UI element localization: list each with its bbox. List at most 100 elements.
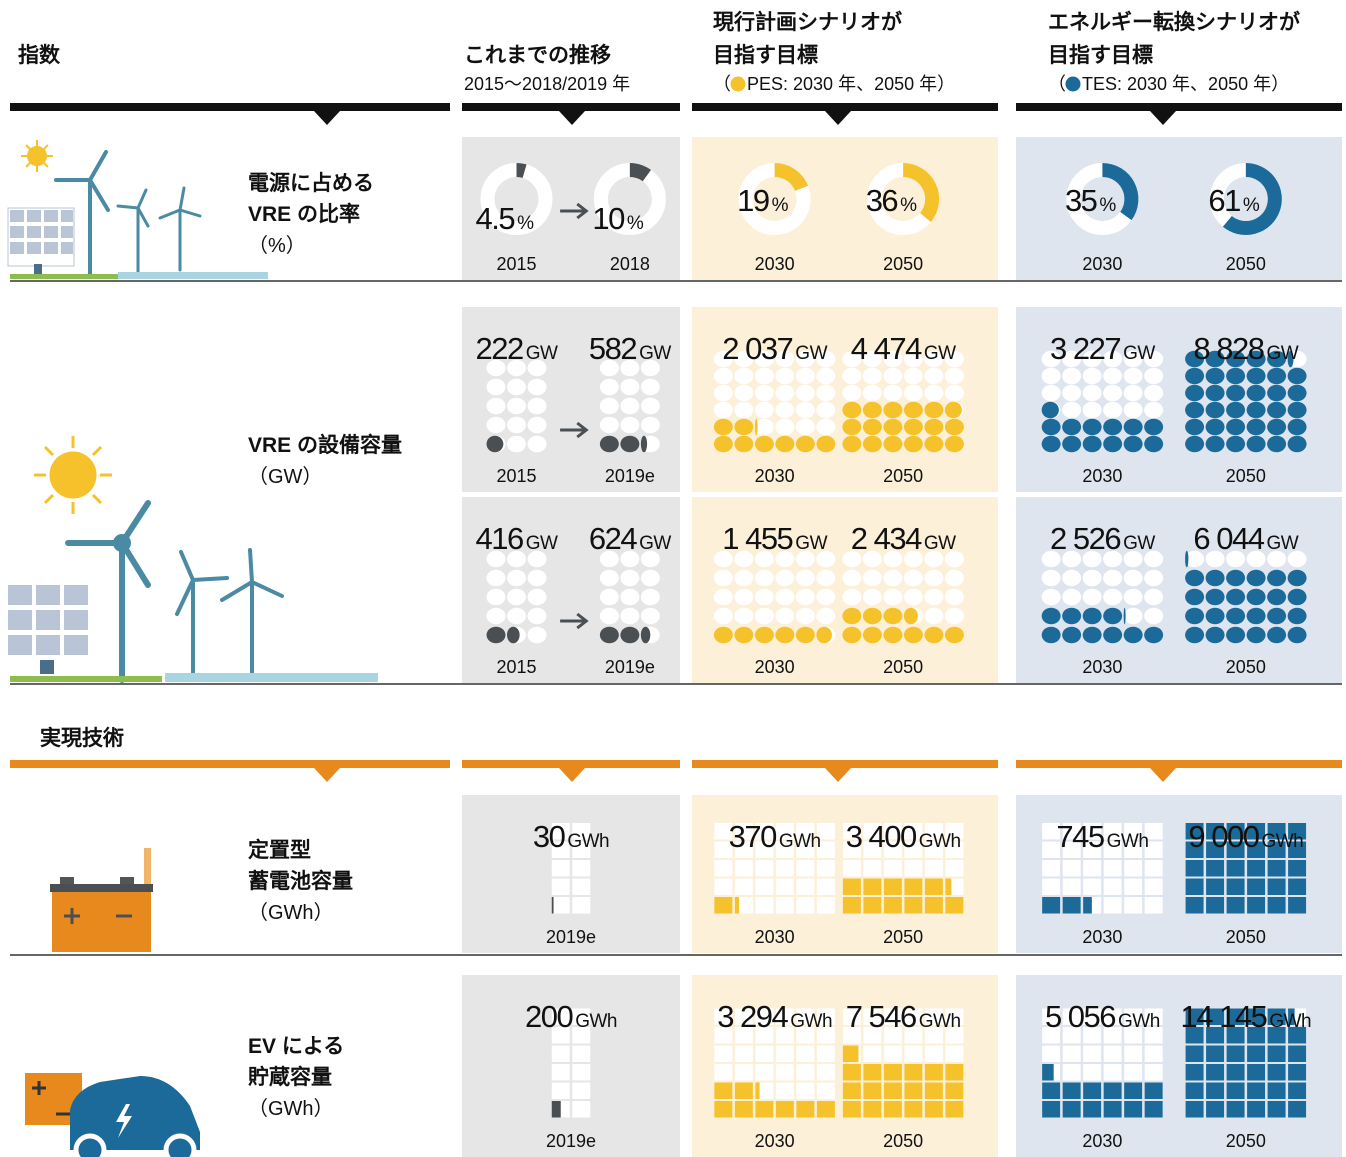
dot-filled xyxy=(1287,607,1307,625)
cell xyxy=(945,841,964,858)
cell xyxy=(1042,1008,1061,1025)
dot-filled xyxy=(713,626,733,644)
dot xyxy=(862,569,882,587)
dot xyxy=(883,588,903,606)
dot xyxy=(713,350,733,368)
square-grid xyxy=(1185,1008,1307,1118)
cell xyxy=(945,1045,964,1062)
value-number: 3 400 xyxy=(846,819,917,854)
cell-filled xyxy=(1185,841,1204,858)
cell xyxy=(755,1064,774,1081)
cell-filled xyxy=(883,1082,902,1099)
dot-filled xyxy=(1287,418,1307,436)
cell-filled xyxy=(1185,1008,1204,1025)
dot-filled xyxy=(1123,418,1143,436)
dot-grid xyxy=(842,350,964,453)
cell xyxy=(572,1064,591,1081)
dot xyxy=(486,607,506,625)
dot-filled xyxy=(1267,607,1287,625)
cell xyxy=(1103,860,1122,877)
cell-filled xyxy=(1083,1101,1102,1118)
dot xyxy=(620,359,640,377)
column-subtitle: PES: 2030 年、2050 年） xyxy=(747,74,955,94)
cell xyxy=(734,1008,753,1025)
cell xyxy=(883,823,902,840)
dot xyxy=(599,550,619,568)
cell xyxy=(863,1008,882,1025)
cell-filled xyxy=(1226,860,1245,877)
cell xyxy=(714,878,733,895)
cell xyxy=(816,897,835,914)
cell xyxy=(755,897,774,914)
arrow xyxy=(560,612,589,630)
cell xyxy=(883,1045,902,1062)
dot-filled xyxy=(1123,435,1143,453)
dot xyxy=(1103,350,1123,368)
dot xyxy=(713,588,733,606)
cell xyxy=(924,841,943,858)
value-label: 370 GWh xyxy=(729,819,821,854)
cell-filled xyxy=(551,897,554,914)
value-label: 36% xyxy=(866,183,917,218)
dot xyxy=(734,550,754,568)
cell xyxy=(945,860,964,877)
cell-filled xyxy=(1288,860,1307,877)
dot-filled xyxy=(620,626,640,644)
cell xyxy=(572,878,591,895)
year-label: 2019e xyxy=(546,1131,596,1151)
cell xyxy=(734,823,753,840)
dot-filled xyxy=(1267,401,1287,419)
dot-filled xyxy=(734,435,754,453)
dot xyxy=(1123,350,1143,368)
cell-filled xyxy=(1185,860,1204,877)
dot-filled xyxy=(944,401,962,419)
dot-filled xyxy=(599,435,619,453)
cell-filled xyxy=(1185,1045,1204,1062)
cell xyxy=(904,841,923,858)
cell xyxy=(734,1045,753,1062)
cell xyxy=(775,1045,794,1062)
dot xyxy=(1185,550,1205,568)
cell-filled xyxy=(1226,1101,1245,1118)
dot xyxy=(754,418,774,436)
dot-filled xyxy=(903,418,923,436)
dot xyxy=(1246,550,1266,568)
year-label: 2030 xyxy=(1082,1131,1122,1151)
value-unit: GWh xyxy=(1107,831,1149,852)
dot-filled xyxy=(924,435,944,453)
cell xyxy=(883,1008,902,1025)
dot-filled xyxy=(1205,626,1225,644)
cell xyxy=(551,1008,570,1025)
dot-grid xyxy=(713,550,836,644)
cell xyxy=(1083,860,1102,877)
cell-filled xyxy=(883,897,902,914)
dot xyxy=(842,384,862,402)
dot-filled xyxy=(883,418,903,436)
dot xyxy=(713,367,733,385)
dot-filled xyxy=(754,435,774,453)
dot-filled xyxy=(486,435,504,453)
dot xyxy=(527,626,547,644)
dot xyxy=(734,384,754,402)
dot-filled xyxy=(1103,626,1123,644)
cell xyxy=(714,1064,733,1081)
value-unit: % xyxy=(517,213,534,234)
dot-filled xyxy=(862,607,882,625)
cell xyxy=(734,878,753,895)
cell xyxy=(551,1064,570,1081)
cell-filled xyxy=(1042,897,1061,914)
cell xyxy=(1144,897,1163,914)
donut-segment xyxy=(902,163,940,222)
cell xyxy=(796,1082,815,1099)
dot xyxy=(1082,401,1102,419)
value-unit: GWh xyxy=(1261,831,1303,852)
dot xyxy=(1144,350,1164,368)
cell-filled xyxy=(1267,823,1286,840)
dot xyxy=(599,397,619,415)
dot-filled xyxy=(1226,626,1246,644)
value-number: 2 434 xyxy=(851,521,922,556)
cell xyxy=(775,897,794,914)
value-unit: % xyxy=(772,195,789,216)
cell xyxy=(796,860,815,877)
square-grid xyxy=(1042,823,1163,914)
